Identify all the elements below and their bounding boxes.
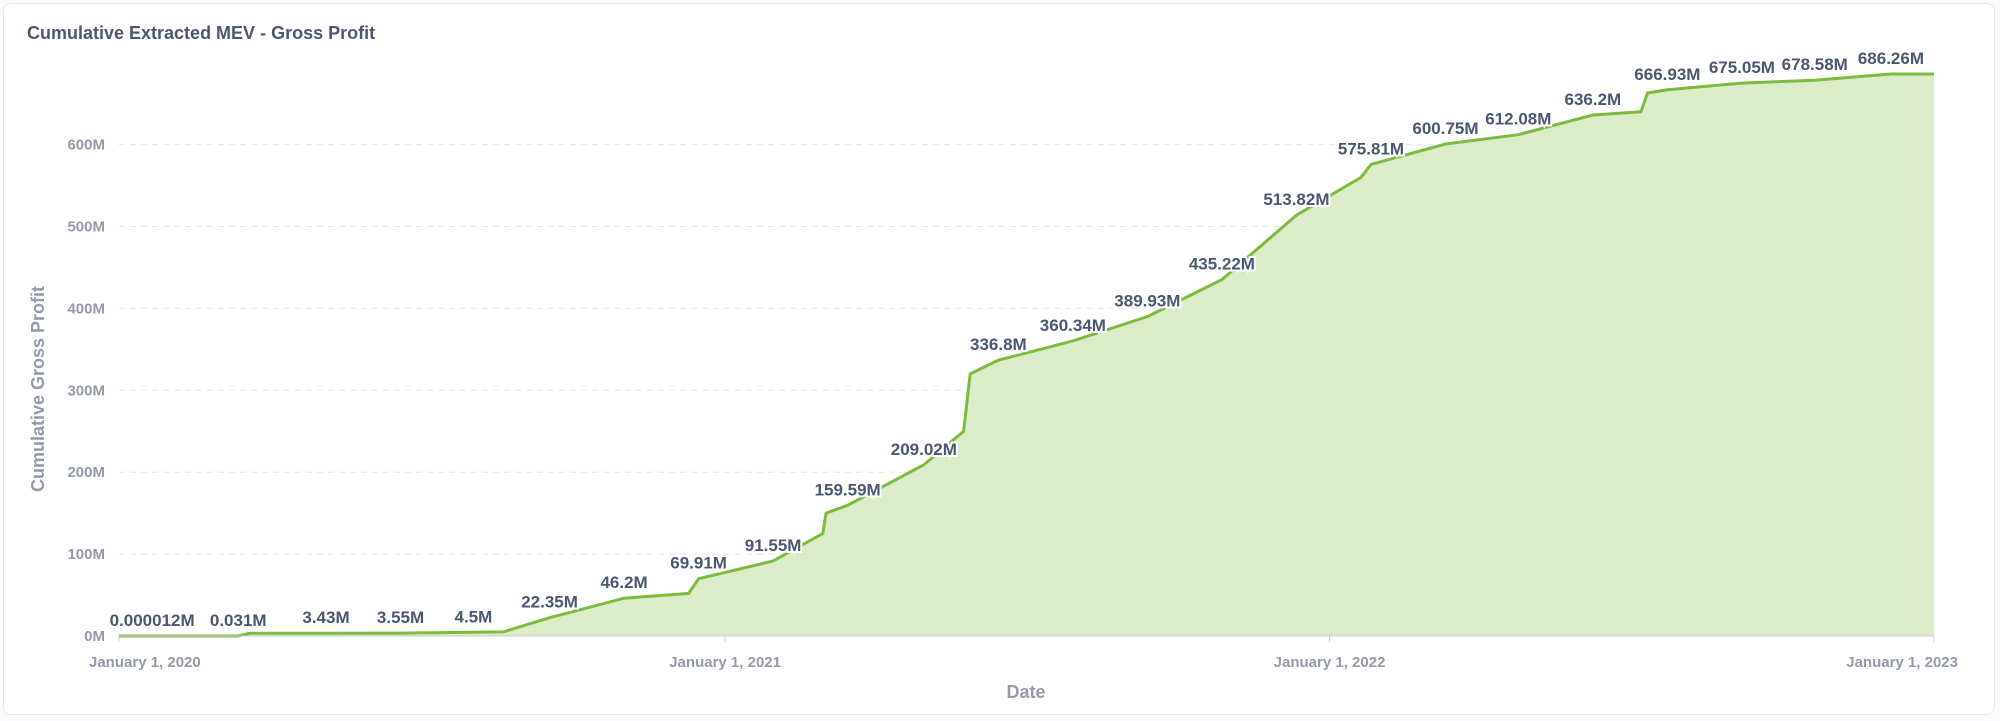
y-tick-label: 100M: [67, 546, 105, 563]
area-fill: [119, 74, 1934, 636]
y-tick-label: 500M: [67, 219, 105, 236]
y-tick-label: 600M: [67, 137, 105, 154]
data-label: 389.93M: [1114, 292, 1180, 311]
data-label: 435.22M: [1189, 255, 1255, 274]
y-axis-title: Cumulative Gross Profit: [28, 286, 48, 492]
x-tick-label: January 1, 2022: [1274, 654, 1386, 671]
chart-title: Cumulative Extracted MEV - Gross Profit: [27, 23, 376, 43]
data-label: 513.82M: [1263, 190, 1329, 209]
data-label: 360.34M: [1040, 316, 1106, 335]
data-label: 3.55M: [377, 608, 424, 627]
data-label: 46.2M: [600, 573, 647, 592]
data-label: 666.93M: [1634, 65, 1700, 84]
y-tick-label: 400M: [67, 300, 105, 317]
data-label: 4.5M: [454, 607, 492, 626]
data-label: 69.91M: [670, 554, 727, 573]
y-tick-label: 300M: [67, 382, 105, 399]
x-axis-title: Date: [1006, 682, 1045, 702]
y-tick-label: 200M: [67, 464, 105, 481]
data-label: 91.55M: [745, 536, 802, 555]
data-label: 22.35M: [521, 593, 578, 612]
x-tick-label: January 1, 2023: [1846, 654, 1958, 671]
x-tick-label: January 1, 2020: [89, 654, 201, 671]
data-label: 678.58M: [1782, 55, 1848, 74]
series-line: [119, 72, 1934, 638]
data-label: 636.2M: [1565, 90, 1622, 109]
data-label: 600.75M: [1412, 119, 1478, 138]
data-label: 0.031M: [210, 611, 267, 630]
data-label: 686.26M: [1858, 49, 1924, 68]
data-label: 159.59M: [815, 480, 881, 499]
data-label: 675.05M: [1709, 58, 1775, 77]
y-tick-label: 0M: [84, 628, 105, 645]
x-tick-label: January 1, 2021: [669, 654, 781, 671]
data-label: 3.43M: [302, 608, 349, 627]
data-label: 336.8M: [970, 335, 1027, 354]
data-label: 575.81M: [1338, 139, 1404, 158]
data-label: 0.000012M: [110, 611, 195, 630]
data-label: 209.02M: [891, 440, 957, 459]
data-label: 612.08M: [1485, 110, 1551, 129]
